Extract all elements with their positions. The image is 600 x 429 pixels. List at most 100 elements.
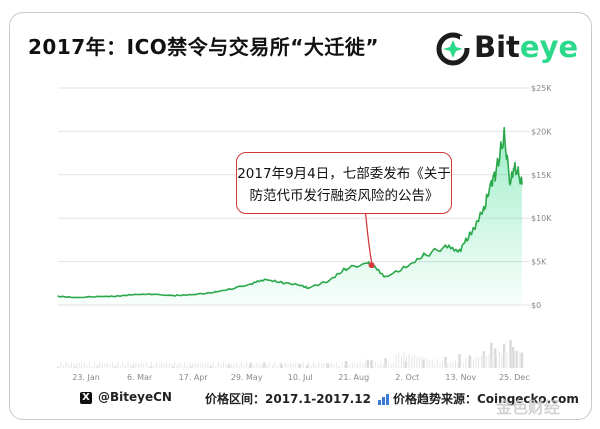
volume-bar [251,362,253,368]
volume-bar [308,362,310,368]
volume-bar [520,352,524,368]
callout-line-1: 2017年9月4日，七部委发布《关于 [237,166,451,182]
volume-bar [279,363,283,368]
volume-bar [490,342,493,368]
volume-bar [421,357,423,368]
volume-bar [346,362,348,368]
volume-bar [81,364,83,368]
data-point [468,233,471,236]
volume-bar [217,362,219,368]
callout-line-2: 防范代币发行融资风险的公告》 [249,188,439,204]
volume-bar [465,358,467,368]
volume-bar [380,362,382,368]
volume-bar [519,351,521,368]
volume-bar [458,354,461,368]
volume-bar [341,362,343,368]
data-point [423,254,425,257]
volume-bar [212,362,214,368]
volume-bar [436,359,438,368]
volume-bar [101,363,103,368]
volume-bar [186,365,188,368]
volume-bar [467,360,469,368]
volume-bar [60,362,62,368]
volume-bar [390,363,392,368]
volume-bar [143,364,145,368]
data-point [521,183,523,186]
volume-bar [351,362,353,368]
volume-bar [336,362,338,368]
data-point [345,267,347,270]
volume-bar [204,364,206,368]
volume-bar [261,363,263,368]
volume-bar [366,359,369,368]
volume-bar [503,351,505,368]
volume-bar [243,365,245,368]
volume-bar [189,362,191,368]
volume-bar [215,365,217,368]
data-point [189,293,192,296]
volume-bar [222,362,224,368]
price-line [57,126,523,299]
chart-icon [378,394,389,405]
volume-bar [74,366,78,368]
volume-bar [171,363,173,368]
data-point [512,167,514,170]
volume-bar [457,362,459,368]
volume-bar [140,362,142,368]
volume-bar [179,362,181,368]
volume-bar [323,363,325,368]
data-point [307,287,309,289]
volume-bar [171,366,174,368]
volume-bar [155,362,157,368]
volume-bar [364,362,366,368]
volume-bar [199,363,201,368]
data-point [114,295,117,298]
page-title: 2017年：ICO禁令与交易所“大迁徙” [28,35,380,59]
volume-bar [70,362,72,368]
volume-bar [501,354,503,368]
footer-source: 价格趋势来源：Coingecko.com [378,390,579,407]
data-point [210,292,212,294]
volume-bar [310,365,312,368]
volume-bar [468,355,471,368]
volume-bar [83,362,85,368]
volume-bar [385,362,387,368]
volume-bar [228,362,230,368]
volume-bar [372,365,374,368]
volume-bar [509,340,512,368]
volume-bar [104,363,106,368]
volume-bar [99,362,101,368]
volume-bar [132,362,134,368]
volume-bar [480,355,482,368]
data-point [96,295,99,298]
volume-bar [349,364,351,368]
source-text: 价格趋势来源：Coingecko.com [393,392,579,406]
data-point [384,275,387,278]
x-tick-label: 10. Jul [288,373,313,382]
volume-bar [393,362,395,368]
volume-bar [418,357,420,368]
volume-bar [408,353,410,368]
volume-bar [306,364,310,368]
data-point [132,293,135,296]
volume-bar [125,365,127,368]
volume-bar [344,361,348,368]
volume-bar [168,363,170,368]
volume-bar [233,363,235,368]
volume-bar [470,357,472,368]
volume-bar [238,364,240,368]
volume-bar [328,363,330,368]
data-point [516,169,518,172]
volume-bar [122,362,124,368]
volume-bar [434,363,436,368]
data-point [458,249,461,252]
volume-bar [297,362,299,368]
y-tick-label: $5K [531,258,547,267]
volume-bar [127,362,129,368]
volume-bar [498,351,500,368]
data-point [444,246,447,248]
volume-bar [269,362,271,368]
footer-range: 价格区间：2017.1-2017.12 [205,392,371,406]
biteye-logo-icon [436,32,470,66]
volume-bar [462,362,464,368]
